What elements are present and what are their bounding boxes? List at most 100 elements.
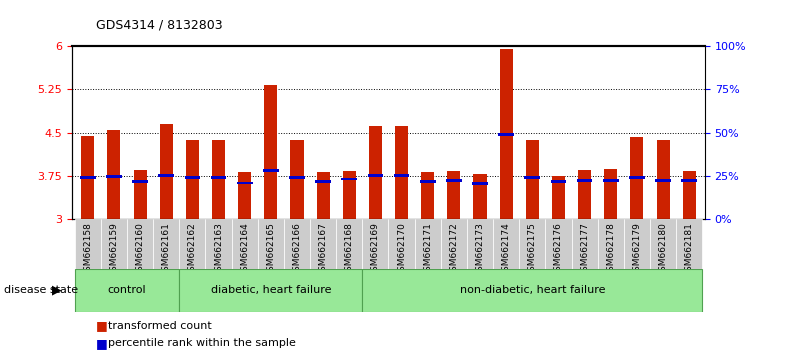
Bar xyxy=(310,219,336,269)
Bar xyxy=(106,175,122,178)
Bar xyxy=(284,219,310,269)
Bar xyxy=(231,219,258,269)
Text: transformed count: transformed count xyxy=(108,321,212,331)
Bar xyxy=(604,169,618,219)
Bar xyxy=(369,126,382,219)
Bar xyxy=(550,181,566,183)
Bar xyxy=(388,219,415,269)
Bar xyxy=(394,174,409,177)
Bar xyxy=(179,269,362,312)
Bar xyxy=(624,219,650,269)
Bar xyxy=(441,219,467,269)
Bar xyxy=(362,219,388,269)
Bar xyxy=(650,219,676,269)
Text: GSM662159: GSM662159 xyxy=(110,222,119,277)
Text: GSM662180: GSM662180 xyxy=(658,222,667,277)
Bar xyxy=(101,219,127,269)
Bar xyxy=(362,269,702,312)
Text: ▶: ▶ xyxy=(52,284,62,297)
Bar xyxy=(316,172,330,219)
Bar xyxy=(473,175,486,219)
Text: GSM662158: GSM662158 xyxy=(83,222,92,277)
Text: GSM662168: GSM662168 xyxy=(344,222,354,277)
Bar xyxy=(132,181,148,183)
Bar xyxy=(127,219,153,269)
Bar xyxy=(264,85,277,219)
Text: GSM662163: GSM662163 xyxy=(214,222,223,277)
Text: ■: ■ xyxy=(96,319,108,332)
Bar xyxy=(186,140,199,219)
Bar xyxy=(421,172,434,219)
Text: percentile rank within the sample: percentile rank within the sample xyxy=(108,338,296,348)
Text: GSM662177: GSM662177 xyxy=(580,222,589,277)
Bar xyxy=(184,176,200,179)
Bar xyxy=(630,137,643,219)
Text: GSM662172: GSM662172 xyxy=(449,222,458,277)
Bar xyxy=(395,126,408,219)
Text: diabetic, heart failure: diabetic, heart failure xyxy=(211,285,331,295)
Bar xyxy=(341,178,357,181)
Bar xyxy=(211,176,227,179)
Bar xyxy=(682,179,697,182)
Bar xyxy=(74,219,101,269)
Text: GSM662181: GSM662181 xyxy=(685,222,694,277)
Bar xyxy=(629,176,645,179)
Text: GSM662175: GSM662175 xyxy=(528,222,537,277)
Bar xyxy=(159,124,173,219)
Bar xyxy=(572,219,598,269)
Bar xyxy=(107,130,120,219)
Bar xyxy=(498,133,514,136)
Bar xyxy=(153,219,179,269)
Text: GSM662160: GSM662160 xyxy=(135,222,144,277)
Bar xyxy=(134,170,147,219)
Bar xyxy=(657,140,670,219)
Text: GSM662178: GSM662178 xyxy=(606,222,615,277)
Bar xyxy=(500,49,513,219)
Bar xyxy=(368,174,383,177)
Bar xyxy=(263,170,279,172)
Text: GSM662171: GSM662171 xyxy=(423,222,433,277)
Text: GSM662174: GSM662174 xyxy=(501,222,511,277)
Bar xyxy=(212,140,225,219)
Text: GSM662179: GSM662179 xyxy=(633,222,642,277)
Bar xyxy=(258,219,284,269)
Text: non-diabetic, heart failure: non-diabetic, heart failure xyxy=(460,285,605,295)
Bar xyxy=(552,176,565,219)
Bar xyxy=(415,219,441,269)
Bar xyxy=(472,182,488,185)
Text: GSM662161: GSM662161 xyxy=(162,222,171,277)
Bar xyxy=(420,181,436,183)
Text: GDS4314 / 8132803: GDS4314 / 8132803 xyxy=(96,19,223,32)
Bar xyxy=(179,219,205,269)
Bar xyxy=(289,176,305,179)
Bar xyxy=(467,219,493,269)
Bar xyxy=(336,219,362,269)
Bar xyxy=(81,136,95,219)
Bar xyxy=(545,219,572,269)
Text: GSM662176: GSM662176 xyxy=(554,222,563,277)
Bar xyxy=(603,179,618,182)
Text: disease state: disease state xyxy=(4,285,78,295)
Bar xyxy=(493,219,519,269)
Text: GSM662166: GSM662166 xyxy=(292,222,301,277)
Bar xyxy=(676,219,702,269)
Bar xyxy=(446,179,461,182)
Bar xyxy=(578,170,591,219)
Text: GSM662165: GSM662165 xyxy=(266,222,276,277)
Bar xyxy=(343,171,356,219)
Text: GSM662173: GSM662173 xyxy=(476,222,485,277)
Bar xyxy=(159,174,174,177)
Bar xyxy=(447,171,461,219)
Bar xyxy=(74,269,179,312)
Bar xyxy=(577,179,593,182)
Text: GSM662164: GSM662164 xyxy=(240,222,249,277)
Text: GSM662169: GSM662169 xyxy=(371,222,380,277)
Bar xyxy=(598,219,624,269)
Bar xyxy=(655,179,671,182)
Bar xyxy=(237,182,252,184)
Text: GSM662170: GSM662170 xyxy=(397,222,406,277)
Text: GSM662162: GSM662162 xyxy=(188,222,197,277)
Bar xyxy=(80,176,95,179)
Bar xyxy=(682,171,696,219)
Bar xyxy=(316,181,331,183)
